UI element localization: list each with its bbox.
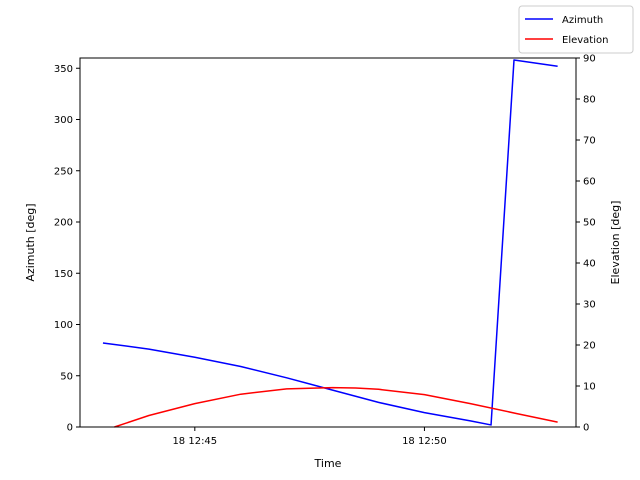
y-right-tick-label-3: 30 [583,300,596,311]
y-right-tick-label-9: 90 [583,54,596,65]
series-line-azimuth [102,59,558,426]
plot-area [80,58,576,427]
legend: Azimuth Elevation [518,5,634,54]
x-tick-label-0: 18 12:45 [172,436,217,447]
y-right-tick-label-8: 80 [583,95,596,106]
x-axis-label: Time [314,457,342,470]
y-axis-left-label: Azimuth [deg] [24,203,37,281]
y-right-tick-label-1: 10 [583,382,596,393]
legend-label-azimuth: Azimuth [562,15,603,26]
y-left-tick-label-7: 350 [54,64,73,75]
plot-frame [79,57,577,428]
y-axis-right-label: Elevation [deg] [609,201,622,285]
legend-box [518,5,634,54]
y-left-tick-label-5: 250 [54,166,73,177]
series-line-elevation [114,386,558,428]
x-axis: 18 12:45 18 12:50 [172,427,447,447]
y-left-tick-label-4: 200 [54,218,73,229]
y-left-tick-label-6: 300 [54,115,73,126]
series-layer [102,59,558,428]
y-right-tick-label-5: 50 [583,218,596,229]
y-right-tick-label-4: 40 [583,259,596,270]
legend-label-elevation: Elevation [562,35,608,46]
y-left-tick-label-1: 50 [60,371,73,382]
y-axis-right: 0 10 20 30 40 50 60 70 80 90 [576,54,596,434]
y-right-tick-label-0: 0 [583,423,589,434]
y-right-tick-label-6: 60 [583,177,596,188]
x-tick-label-1: 18 12:50 [402,436,447,447]
y-axis-left: 0 50 100 150 200 250 300 350 [54,64,80,434]
y-left-tick-label-2: 100 [54,320,73,331]
y-right-tick-label-7: 70 [583,136,596,147]
y-left-tick-label-3: 150 [54,269,73,280]
y-left-tick-label-0: 0 [67,423,73,434]
y-right-tick-label-2: 20 [583,341,596,352]
